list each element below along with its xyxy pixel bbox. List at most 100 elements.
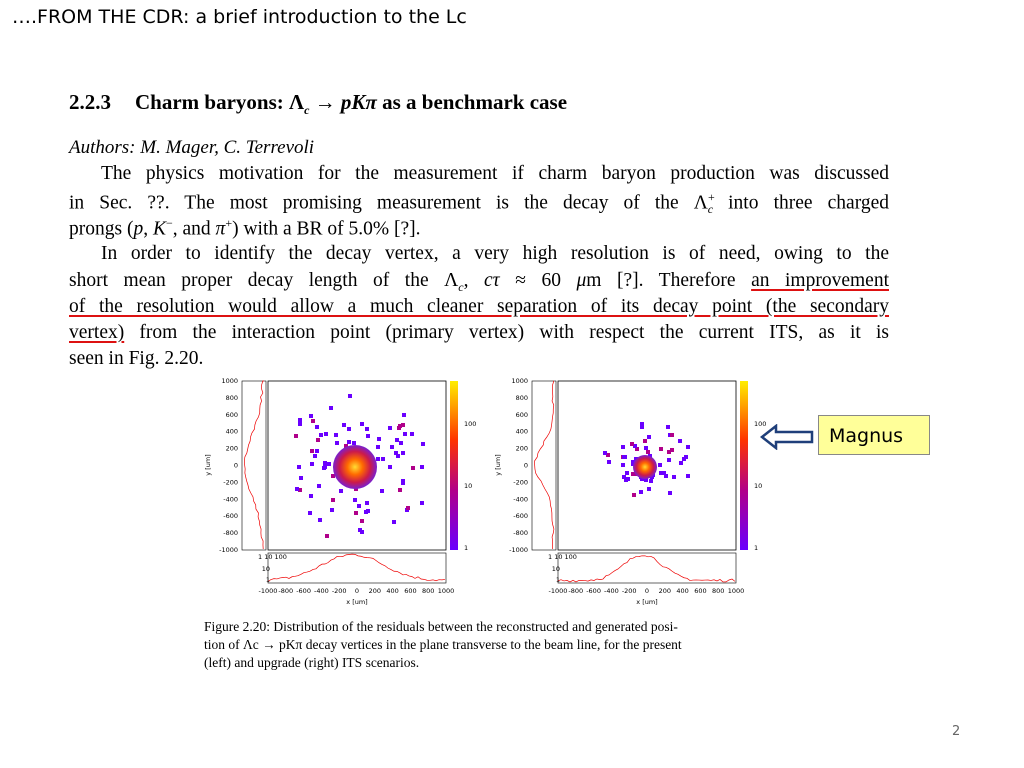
text: c <box>707 202 714 217</box>
x-tick-label: -800 <box>278 587 293 595</box>
underlined-text: an improvement <box>751 270 889 291</box>
x-tick-label: -1000 <box>259 587 278 595</box>
pixel <box>631 462 635 466</box>
projection-curve <box>244 380 264 550</box>
pixel <box>376 457 380 461</box>
pixel <box>662 471 666 475</box>
text-line: vertex) from the interaction point (prim… <box>69 322 889 344</box>
pixel <box>603 451 607 455</box>
pixel <box>347 440 351 444</box>
text: , and <box>172 218 216 240</box>
pixel <box>398 488 402 492</box>
projection-tick-label: 1 10 100 <box>548 553 577 561</box>
x-tick-label: -600 <box>296 587 311 595</box>
pixel <box>635 447 639 451</box>
pixel <box>390 445 394 449</box>
pixel <box>643 439 647 443</box>
pixel <box>298 418 302 422</box>
section-heading: 2.2.3 Charm baryons: Λc → pKπ as a benchm… <box>69 90 567 118</box>
colorbar <box>740 381 748 550</box>
pixel <box>622 475 626 479</box>
pixel <box>670 433 674 437</box>
x-tick-label: 200 <box>369 587 381 595</box>
text-line: of the resolution would allow a much cle… <box>69 296 889 318</box>
y-tick-label: -1000 <box>509 546 528 554</box>
pixel <box>348 394 352 398</box>
colorbar <box>450 381 458 550</box>
x-tick-label: 600 <box>404 587 416 595</box>
text: cτ <box>484 270 500 291</box>
pixel <box>308 511 312 515</box>
pixel <box>639 490 643 494</box>
pixel <box>330 508 334 512</box>
projection-frame <box>531 380 557 551</box>
projection-tick-label: 10 <box>552 565 560 573</box>
pixel <box>366 434 370 438</box>
y-tick-label: -400 <box>513 495 528 503</box>
text: , <box>463 270 485 291</box>
pixel <box>664 474 668 478</box>
pixel <box>322 466 326 470</box>
pixel <box>358 528 362 532</box>
text: ) with a BR of 5.0% [?]. <box>232 218 421 240</box>
pixel <box>659 447 663 451</box>
x-tick-label: -400 <box>604 587 619 595</box>
pixel <box>666 425 670 429</box>
x-tick-label: -800 <box>568 587 583 595</box>
text: into three charged <box>713 192 889 214</box>
x-tick-label: -400 <box>314 587 329 595</box>
pixel <box>325 534 329 538</box>
colorbar-tick-label: 1 <box>754 544 758 552</box>
pixel <box>640 477 644 481</box>
callout: Magnus <box>818 415 930 455</box>
pixel <box>625 471 629 475</box>
pixel <box>323 461 327 465</box>
pixel <box>644 478 648 482</box>
arrow <box>760 424 814 450</box>
pixel <box>401 451 405 455</box>
text: In order to identify the decay vertex, a… <box>101 243 889 264</box>
arrow-shape <box>760 424 814 450</box>
pixel <box>682 457 686 461</box>
pixel <box>310 449 314 453</box>
x-tick-label: 400 <box>676 587 688 595</box>
text: The physics motivation for the measureme… <box>101 163 889 184</box>
colorbar-tick-label: 10 <box>754 482 762 490</box>
pixel <box>644 446 648 450</box>
projection-frame <box>267 552 447 584</box>
text: p <box>133 218 144 240</box>
caption-line: (left) and upgrade (right) ITS scenarios… <box>204 655 420 670</box>
x-tick-label: 400 <box>386 587 398 595</box>
x-tick-label: 0 <box>355 587 359 595</box>
y-tick-label: 400 <box>226 428 238 436</box>
text: c <box>458 279 464 294</box>
figure: 10008006004002000-200-400-600-800-1000-1… <box>204 377 766 606</box>
pixel <box>294 434 298 438</box>
y-tick-label: 1000 <box>511 377 528 385</box>
y-tick-label: -800 <box>513 529 528 537</box>
pixel <box>344 444 348 448</box>
slide-title: ….FROM THE CDR: a brief introduction to … <box>12 6 467 28</box>
pixel <box>633 444 637 448</box>
text: + <box>225 216 233 230</box>
projection-curve <box>267 553 446 582</box>
pixel <box>331 498 335 502</box>
pixel <box>319 433 323 437</box>
pixel <box>403 432 407 436</box>
pixel <box>411 466 415 470</box>
text: seen in Fig. 2.20. <box>69 348 204 369</box>
colorbar-tick-label: 10 <box>464 482 472 490</box>
underlined-text: of the resolution would allow a much cle… <box>69 296 889 317</box>
caption-line: Figure 2.20: Distribution of the residua… <box>204 619 678 634</box>
projection-frame <box>241 380 267 551</box>
pixel <box>672 475 676 479</box>
projection-curve <box>557 555 736 583</box>
colorbar-tick-label: 100 <box>464 420 476 428</box>
pixel <box>622 455 626 459</box>
text: in Sec. ??. The most promising measureme… <box>69 192 708 214</box>
pixel <box>295 487 299 491</box>
pixel <box>388 465 392 469</box>
pixel <box>634 457 638 461</box>
pixel <box>309 494 313 498</box>
pixel <box>376 445 380 449</box>
